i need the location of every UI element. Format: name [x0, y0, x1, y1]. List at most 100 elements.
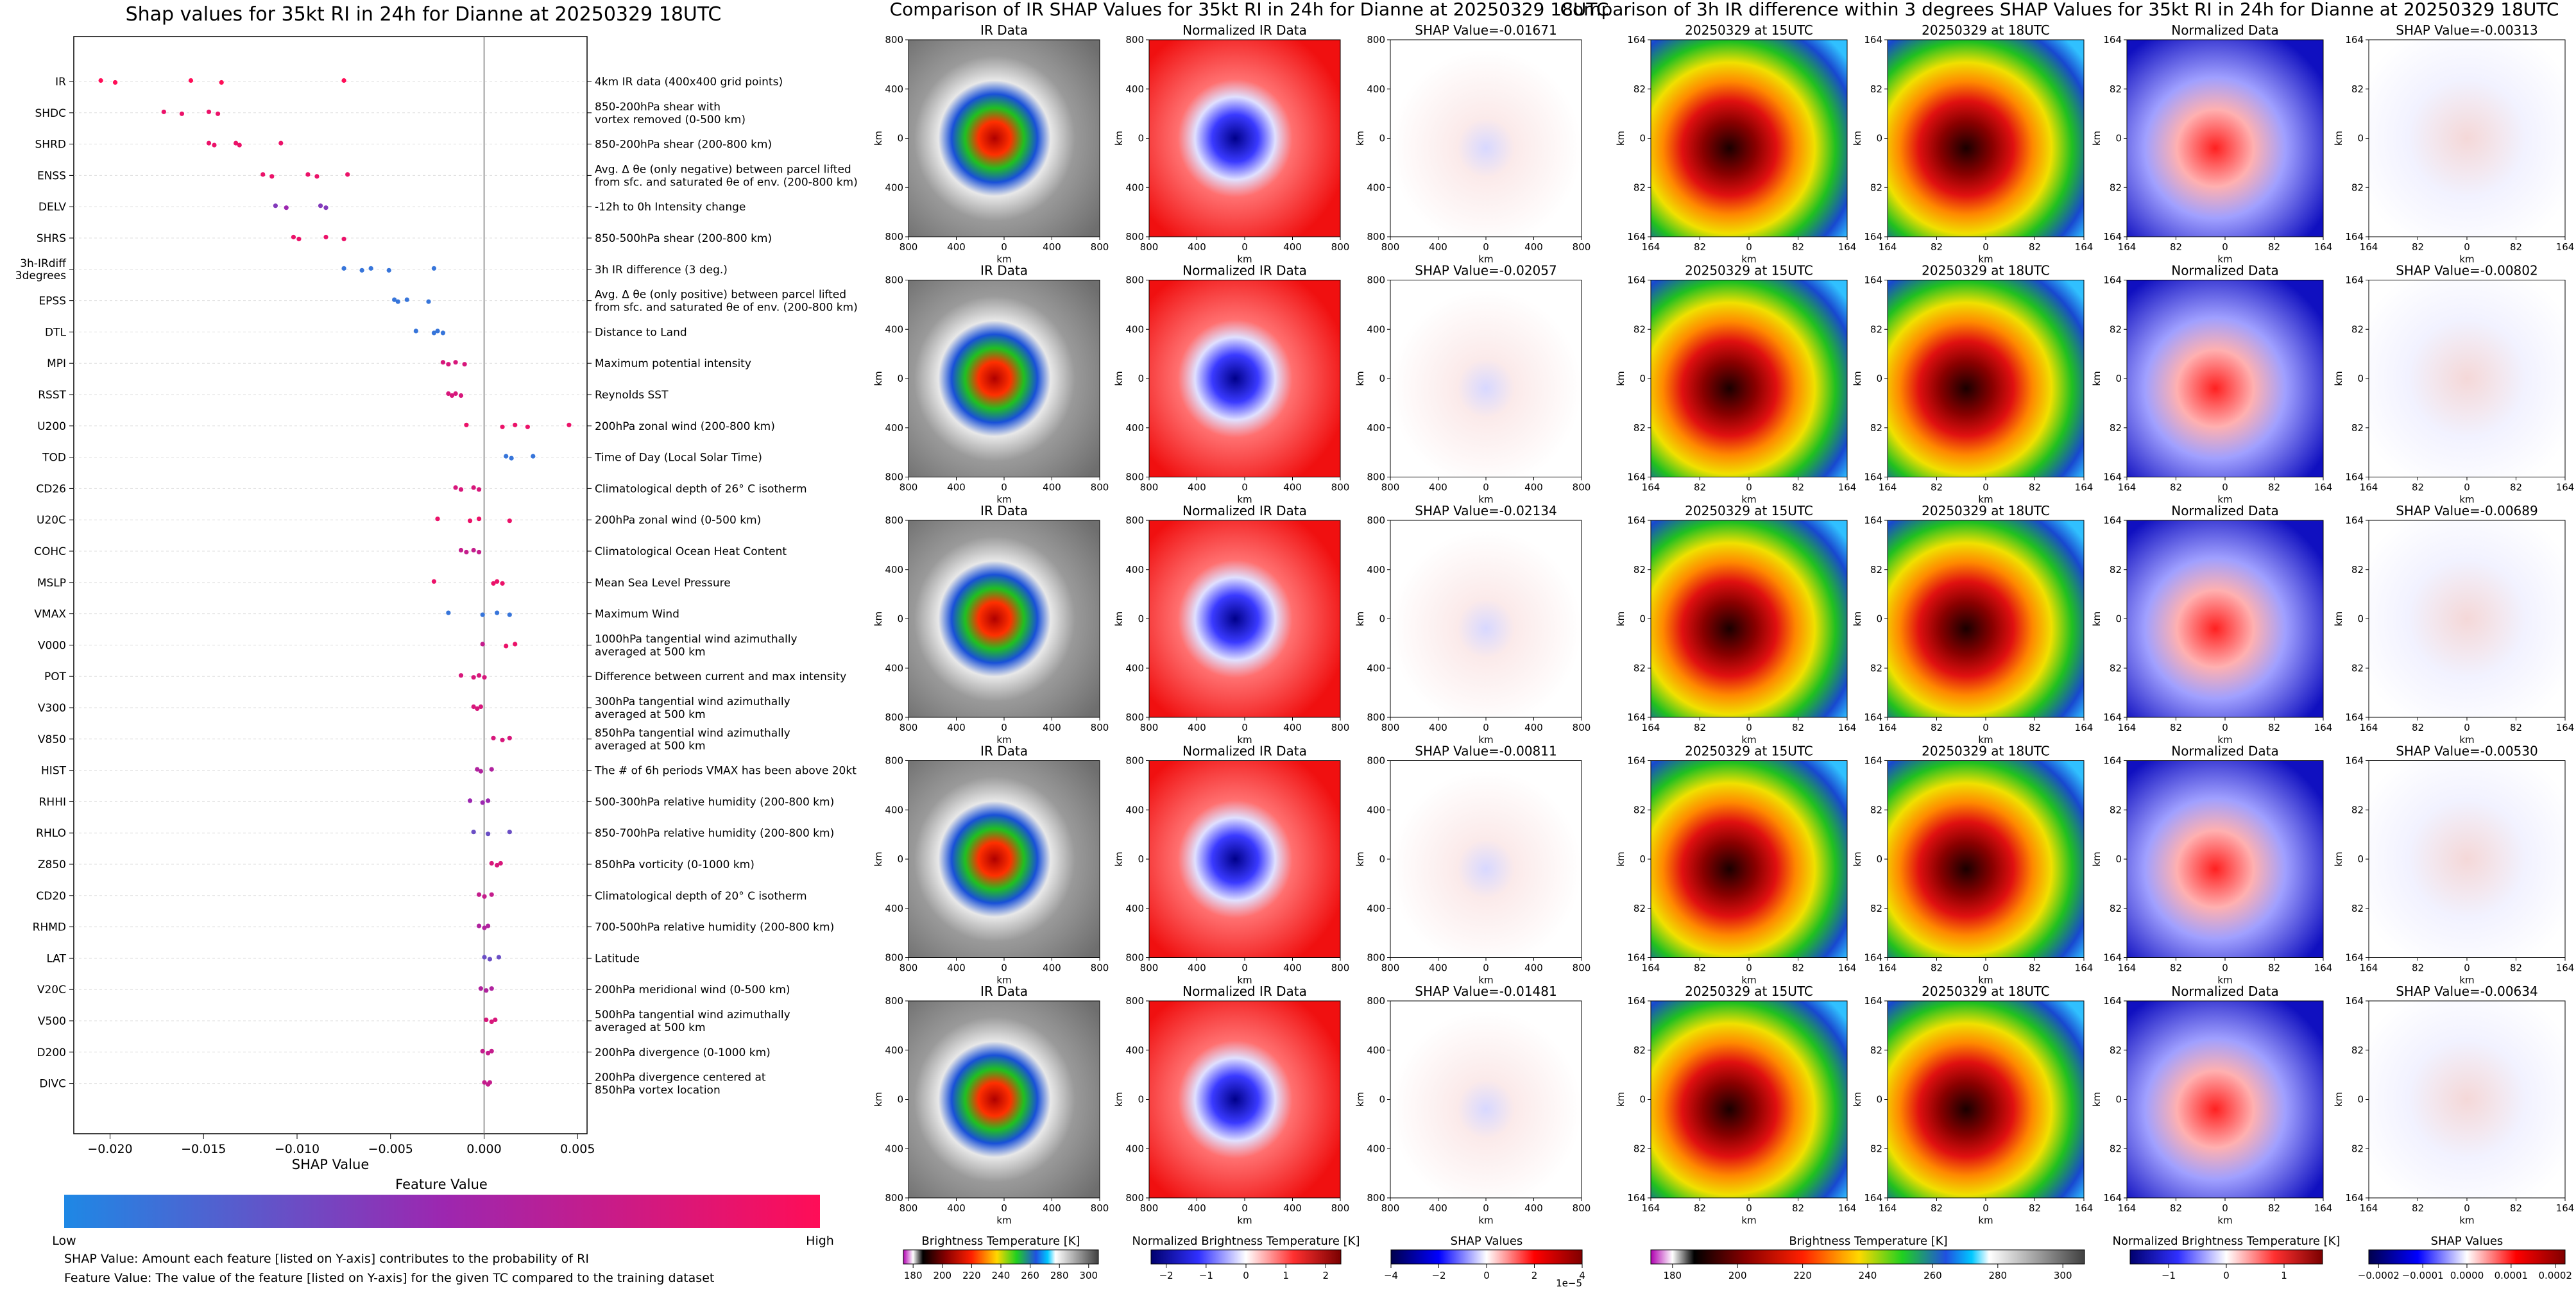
x-tick-label: 400 [1283, 482, 1302, 493]
x-tick-label: 0 [1241, 962, 1248, 974]
y-tick-label: 82 [2351, 1045, 2364, 1056]
x-tick-label: 82 [2170, 962, 2182, 974]
x-tick-label: 800 [1091, 241, 1109, 253]
x-tick-label: 0 [1983, 241, 1989, 253]
ir-shap-colorbar-bar [1390, 1249, 1583, 1265]
x-axis-label: km [2459, 1215, 2474, 1226]
x-tick-label: 82 [2268, 962, 2280, 974]
shap-dot [179, 111, 185, 116]
x-axis-label: km [2217, 975, 2232, 986]
diff-18utc-row3-title: 20250329 at 18UTC [1922, 503, 2050, 518]
y-tick-label: 400 [1125, 564, 1144, 576]
diff-15utc-row4-title: 20250329 at 15UTC [1685, 744, 1813, 759]
shap-dot [188, 78, 194, 83]
diff-shap-row5-image [2368, 1000, 2566, 1199]
shap-dot [476, 923, 482, 928]
x-tick-label: 400 [1043, 962, 1061, 974]
x-tick-label: 800 [1140, 241, 1159, 253]
ir-norm-colorbar-ticks: −2 −1 0 1 2 [1159, 1264, 1329, 1281]
y-tick-label: 400 [1125, 1045, 1144, 1056]
y-tick-label: 800 [885, 712, 903, 723]
y-tick-label: 82 [2351, 804, 2364, 815]
ir-shap-row1-image [1390, 39, 1582, 237]
y-tick-label: 0 [2357, 853, 2364, 865]
feature-description: 200hPa divergence (0-1000 km) [595, 1046, 771, 1059]
y-tick-label: 164 [2103, 755, 2122, 767]
y-tick-label: 0 [2357, 1094, 2364, 1105]
x-axis-label: km [996, 1215, 1011, 1226]
x-tick-label: 400 [947, 241, 966, 253]
feature-description: Maximum potential intensity [595, 357, 751, 370]
diff-normalized-row4-image [2126, 760, 2324, 958]
feature-label-u200: U200 [37, 420, 66, 433]
y-tick-label: 82 [1633, 903, 1646, 914]
y-tick-label: 0 [1138, 133, 1144, 144]
diff-shap-row4-title: SHAP Value=-0.00530 [2396, 744, 2538, 759]
ir-shap-colorbar-title: SHAP Values [1451, 1234, 1523, 1248]
x-tick-label: 400 [1188, 241, 1206, 253]
colorbar-tick-label: 220 [1793, 1270, 1812, 1281]
diff-shap-colorbar-title: SHAP Values [2431, 1234, 2503, 1248]
shap-dot [237, 142, 242, 148]
y-axis-label: km [1852, 1092, 1863, 1107]
x-tick-label: 400 [1043, 722, 1061, 733]
x-tick-label: 164 [2075, 482, 2094, 493]
shap-dot [464, 549, 469, 555]
feature-label-d200: D200 [37, 1046, 66, 1059]
feature-label-ir: IR [55, 76, 66, 89]
shap-dot [471, 704, 476, 710]
feature-label-pot: POT [44, 670, 67, 683]
shap-dot [341, 266, 346, 271]
feature-description: Difference between current and max inten… [595, 670, 846, 683]
y-tick-label: 164 [2345, 515, 2364, 526]
shap-dot [435, 329, 440, 334]
ir-shap-row4-image [1390, 760, 1582, 958]
y-tick-label: 82 [1870, 662, 1882, 674]
feature-description: 300hPa tangential wind azimuthally averag… [595, 696, 790, 721]
diff-normalized-row5-title: Normalized Data [2171, 984, 2279, 999]
y-axis-label: km [1615, 851, 1626, 866]
colorbar-tick-label: 240 [992, 1270, 1011, 1281]
diff-bt-colorbar-bar [1650, 1249, 2085, 1265]
feature-label-tod: TOD [42, 452, 66, 465]
colorbar-tick-label: 200 [933, 1270, 951, 1281]
y-tick-label: 164 [2103, 995, 2122, 1007]
shap-dot [478, 704, 483, 710]
y-axis-label: km [1113, 1092, 1125, 1107]
x-tick-label: 800 [1573, 241, 1591, 253]
y-tick-label: 800 [1367, 1192, 1385, 1204]
shap-dot [446, 362, 451, 367]
diff-normalized-row2-title: Normalized Data [2171, 263, 2279, 278]
y-tick-label: 164 [1627, 515, 1646, 526]
svg-text:−0.005: −0.005 [368, 1142, 413, 1156]
y-tick-label: 82 [1870, 1045, 1882, 1056]
x-tick-4: 0.000 [466, 1134, 502, 1156]
feature-label-v500: V500 [38, 1015, 66, 1028]
y-tick-label: 82 [1870, 903, 1882, 914]
diff-18utc-row2-title: 20250329 at 18UTC [1922, 263, 2050, 278]
feature-label-dtl: DTL [45, 326, 66, 339]
svg-text:−0.015: −0.015 [181, 1142, 226, 1156]
diff-shap-colorbar-ticks: −0.0002 −0.0001 0.0000 0.0001 0.0002 [2358, 1264, 2572, 1281]
x-tick-label: 164 [2556, 482, 2575, 493]
x-tick-label: 800 [900, 962, 918, 974]
shap-dot [440, 330, 446, 336]
diff-15utc-row5-image [1650, 1000, 1848, 1199]
diff-15utc-row5-title: 20250329 at 15UTC [1685, 984, 1813, 999]
shap-dot [453, 360, 458, 365]
shap-dot [426, 299, 431, 304]
colorbar-tick-label: 0.0000 [2450, 1270, 2484, 1281]
x-tick-label: 400 [947, 1202, 966, 1214]
x-tick-label: 82 [2510, 722, 2522, 733]
feature-label-cd26: CD26 [36, 482, 66, 495]
ir-shap-colorbar: SHAP Values −4 −2 0 2 4 1e−5 [1384, 1234, 1585, 1289]
y-tick-label: 800 [1125, 712, 1144, 723]
feature-description: 850-200hPa shear with vortex removed (0-5… [595, 101, 746, 126]
x-tick-label: 0 [2222, 962, 2228, 974]
feature-description: 850-500hPa shear (200-800 km) [595, 232, 772, 245]
y-axis-label: km [1852, 611, 1863, 626]
feature-label-mpi: MPI [47, 357, 66, 370]
y-axis-label: km [2333, 371, 2344, 386]
